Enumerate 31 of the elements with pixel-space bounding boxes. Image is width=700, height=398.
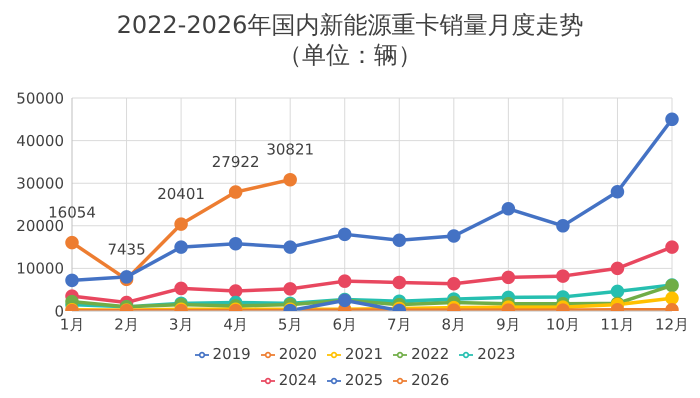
- legend-label: 2023: [477, 345, 516, 363]
- x-tick-label: 4月: [223, 316, 248, 334]
- legend-label: 2026: [411, 371, 450, 389]
- data-label: 20401: [157, 185, 205, 204]
- x-tick-label: 6月: [332, 316, 357, 334]
- x-tick-label: 11月: [600, 316, 634, 334]
- x-tick-label: 12月: [654, 316, 690, 334]
- y-tick-label: 30000: [16, 174, 64, 193]
- x-tick-label: 10月: [546, 316, 580, 334]
- x-tick-label: 8月: [442, 316, 466, 334]
- y-tick-label: 50000: [16, 89, 64, 108]
- y-tick-label: 20000: [16, 217, 64, 236]
- x-tick-label: 5月: [278, 316, 302, 334]
- chart-subtitle: （单位：辆）: [277, 40, 423, 70]
- x-tick-label: 9月: [496, 316, 521, 334]
- legend-label: 2024: [278, 371, 317, 389]
- data-label: 7435: [107, 240, 146, 258]
- chart-title: 2022-2026年国内新能源重卡销量月度走势: [116, 10, 584, 40]
- x-tick-label: 3月: [168, 316, 194, 334]
- data-label: 30821: [266, 140, 314, 159]
- legend-label: 2022: [411, 345, 450, 363]
- legend-label: 2020: [278, 345, 317, 363]
- y-tick-label: 10000: [16, 260, 64, 278]
- legend-label: 2019: [212, 345, 251, 363]
- x-tick-label: 2月: [114, 316, 139, 334]
- x-tick-label: 1月: [60, 316, 84, 334]
- data-label: 27922: [212, 153, 260, 172]
- legend-label: 2025: [344, 371, 384, 389]
- y-tick-label: 40000: [16, 132, 64, 150]
- x-tick-label: 7月: [387, 316, 412, 334]
- legend-label: 2021: [344, 345, 384, 363]
